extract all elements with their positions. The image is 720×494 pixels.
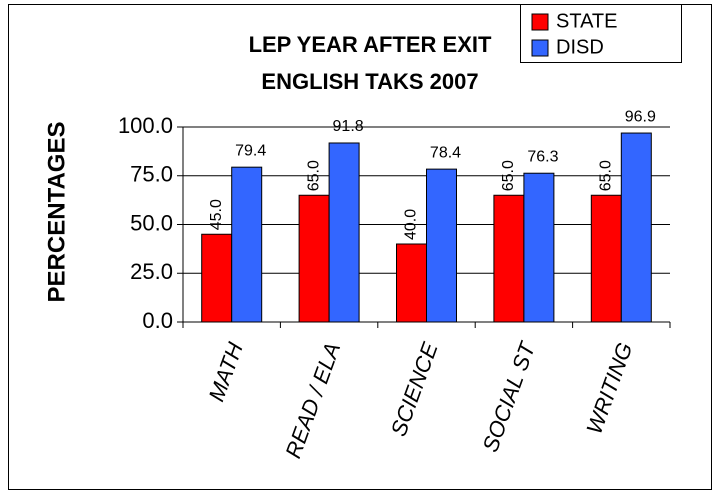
data-label: 45.0 (208, 199, 225, 230)
bar (426, 168, 457, 323)
y-tick-label: 100.0 (118, 113, 173, 138)
y-tick-label: 25.0 (130, 259, 173, 284)
chart-title: LEP YEAR AFTER EXIT (249, 32, 492, 57)
bar (493, 194, 525, 323)
data-label: 96.9 (625, 108, 656, 125)
bar (396, 243, 427, 323)
y-tick-label: 0.0 (142, 308, 173, 333)
bar (590, 194, 622, 323)
legend-swatch (531, 13, 549, 31)
bar (231, 166, 263, 323)
bar (620, 132, 652, 323)
data-label: 79.4 (235, 142, 266, 159)
y-axis-label: PERCENTAGES (43, 122, 70, 303)
data-label: 65.0 (305, 160, 322, 191)
bar (523, 172, 555, 323)
data-label: 40.0 (403, 209, 420, 240)
bar (201, 233, 233, 323)
y-tick-label: 75.0 (130, 162, 173, 187)
legend-label: DISD (556, 36, 604, 58)
y-tick-label: 50.0 (130, 210, 173, 235)
data-label: 65.0 (598, 160, 615, 191)
chart-subtitle: ENGLISH TAKS 2007 (261, 69, 478, 94)
data-label: 78.4 (430, 144, 461, 161)
data-label: 91.8 (333, 118, 364, 135)
legend-label: STATE (556, 10, 617, 32)
data-label: 76.3 (527, 148, 558, 165)
data-label: 65.0 (500, 160, 517, 191)
bar (298, 194, 330, 323)
legend-swatch (531, 39, 549, 57)
bar (328, 142, 360, 323)
